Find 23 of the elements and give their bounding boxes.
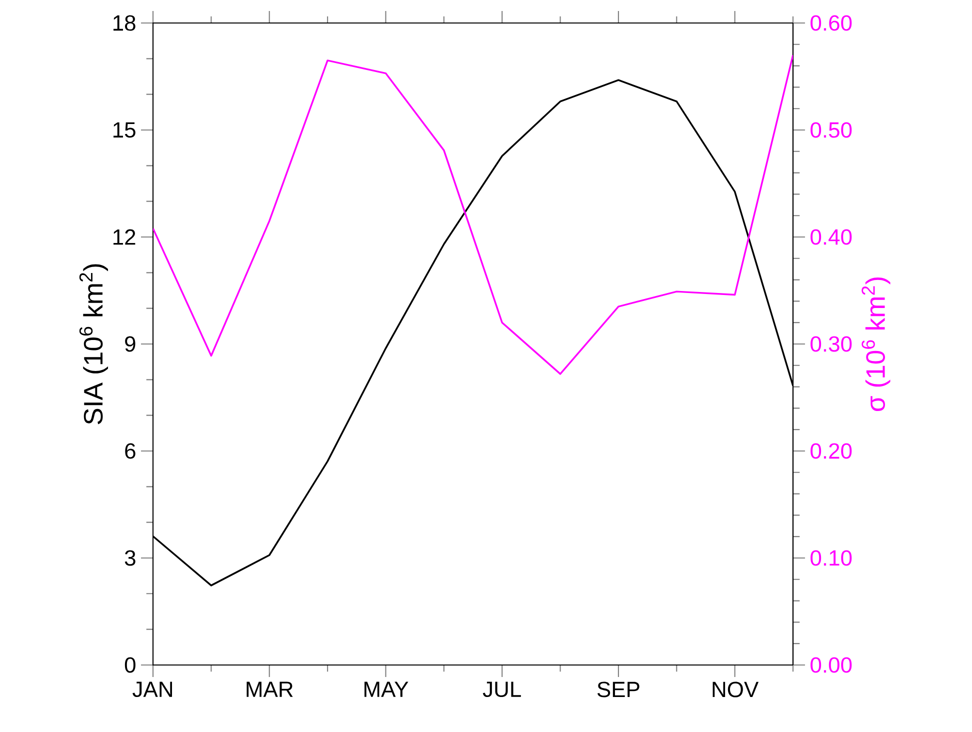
line-series <box>153 54 793 375</box>
y-tick-label: 6 <box>125 443 136 459</box>
y2-tick-label: 0.60 <box>810 15 852 31</box>
y-axis-title: SIA (10$^{6}$ km$^{2}$) <box>79 264 108 424</box>
x-tick-label: SEP <box>597 682 640 698</box>
y2-tick-label: 0.50 <box>810 122 852 138</box>
x-tick-label: NOV <box>712 682 759 698</box>
x-tick-label: MAR <box>246 682 293 697</box>
y2-tick-label: 0.30 <box>810 336 852 352</box>
y-tick-label: 9 <box>125 336 136 352</box>
y-tick-label: 15 <box>114 122 136 138</box>
y-tick-label: 18 <box>114 15 136 31</box>
y2-tick-label: 0.20 <box>810 443 852 459</box>
x-tick-label: JAN <box>132 682 172 698</box>
y2-tick-label: 0.40 <box>810 229 852 245</box>
x-tick-label: MAY <box>364 682 408 697</box>
y2-tick-label: 0.00 <box>810 657 852 673</box>
y2-axis-title: σ (10$^{6}$ km$^{2}$) <box>862 277 890 412</box>
y2-tick-label: 0.10 <box>810 550 852 566</box>
y-tick-label: 12 <box>114 229 136 245</box>
x-tick-label: JUL <box>482 682 521 698</box>
y-tick-label: 0 <box>124 657 136 673</box>
y-tick-label: 3 <box>124 550 136 566</box>
